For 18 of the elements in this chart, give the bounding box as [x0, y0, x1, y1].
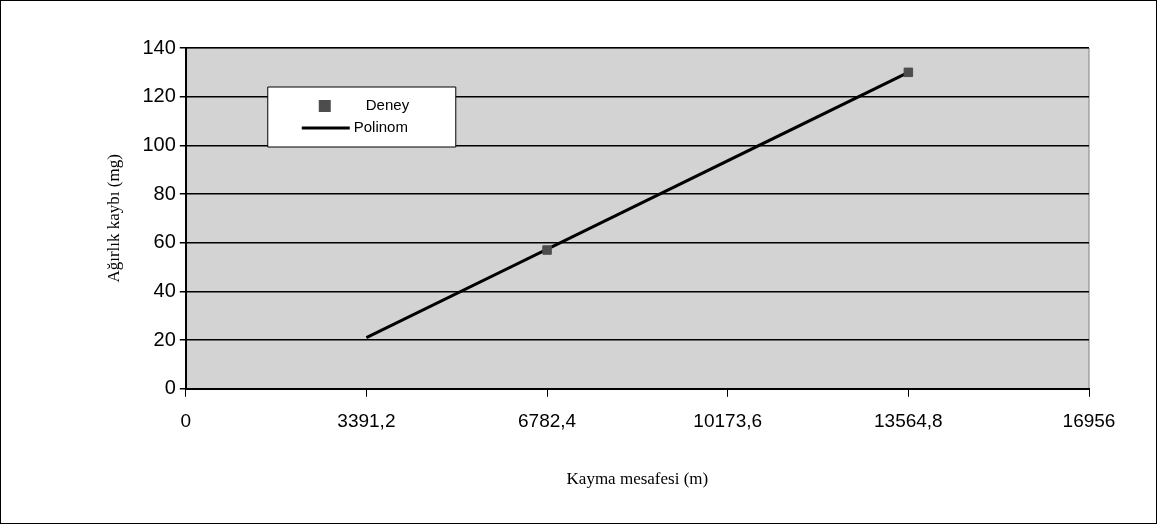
y-tick-label: 0 [164, 376, 176, 399]
y-tick-label: 80 [153, 181, 176, 204]
x-tick-label: 13564,8 [874, 410, 943, 432]
legend-label: Polinom [353, 118, 408, 136]
x-tick-label: 0 [180, 410, 192, 432]
y-tick-label: 20 [153, 327, 176, 350]
x-axis-title: Kayma mesafesi (m) [566, 469, 709, 489]
y-tick-label: 40 [153, 278, 176, 301]
y-axis-title: Ağırlık kaybı (mg) [103, 154, 123, 283]
y-tick-label: 60 [153, 230, 176, 253]
x-tick-label: 10173,6 [693, 410, 763, 432]
y-tick-label: 140 [142, 35, 176, 58]
y-tick-label: 100 [142, 132, 176, 155]
x-tick-label: 6782,4 [518, 410, 577, 432]
legend-label: Deney [365, 96, 410, 114]
y-tick-label: 120 [142, 84, 176, 107]
x-tick-label: 16956 [1062, 410, 1116, 432]
x-tick-label: 3391,2 [337, 410, 396, 432]
